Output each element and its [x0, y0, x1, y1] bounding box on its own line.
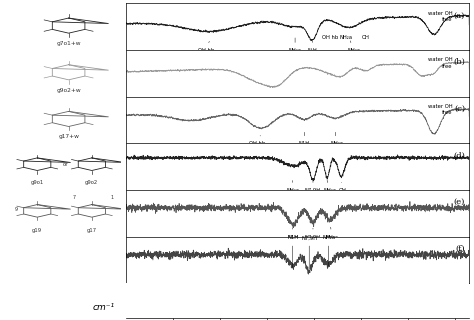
Text: (f): (f) [456, 245, 465, 253]
Text: N1H: N1H [287, 236, 298, 268]
Text: OH hb: OH hb [198, 41, 214, 53]
Text: NH₂a: NH₂a [330, 132, 343, 146]
Text: N9H hb: N9H hb [151, 109, 171, 115]
Text: OH: OH [339, 182, 347, 193]
Text: N7,9H: N7,9H [305, 180, 321, 193]
Text: water OH
free: water OH free [428, 57, 453, 68]
Text: g9o2+w: g9o2+w [56, 88, 81, 93]
Text: cm⁻¹: cm⁻¹ [93, 303, 115, 312]
Text: g9o2: g9o2 [85, 180, 99, 185]
Text: OH hb: OH hb [249, 135, 265, 146]
Text: NH₂a: NH₂a [339, 35, 353, 40]
Text: *: * [278, 106, 284, 116]
Text: NH₂a: NH₂a [286, 180, 299, 193]
Text: 9: 9 [15, 207, 18, 212]
Text: NH₂a: NH₂a [347, 41, 360, 53]
Text: N1H: N1H [287, 228, 298, 240]
Text: g17: g17 [87, 228, 97, 233]
Text: N7,9H: N7,9H [301, 236, 317, 269]
Text: *: * [337, 106, 343, 116]
Text: or: or [62, 162, 68, 167]
Text: N₁H: N₁H [308, 40, 318, 53]
Text: *: * [262, 106, 267, 116]
Text: g7o1+w: g7o1+w [56, 41, 81, 46]
Text: g19: g19 [32, 228, 42, 233]
Text: NH₂a: NH₂a [324, 180, 337, 193]
Text: (a): (a) [454, 12, 465, 20]
Text: 1: 1 [110, 195, 113, 200]
Text: *: * [426, 106, 432, 116]
Text: (d): (d) [453, 152, 465, 160]
Text: N7,9H: N7,9H [305, 228, 321, 240]
Text: (c): (c) [454, 105, 465, 113]
Text: water OH
free: water OH free [428, 11, 453, 22]
Text: (e): (e) [454, 198, 465, 206]
Text: *: * [353, 106, 359, 116]
Text: g9o1: g9o1 [31, 180, 44, 185]
Text: NH₂a: NH₂a [325, 227, 338, 240]
Text: N7H hb: N7H hb [158, 156, 178, 161]
Text: N1H: N1H [299, 132, 310, 146]
Text: *: * [301, 106, 308, 116]
Text: NH₂a: NH₂a [322, 236, 336, 268]
Text: NH₂a: NH₂a [289, 38, 301, 53]
Text: g17+w: g17+w [58, 134, 79, 140]
Text: 7: 7 [73, 195, 76, 200]
Text: water OH
free: water OH free [428, 104, 453, 115]
Text: OH: OH [362, 35, 370, 40]
Text: (b): (b) [453, 58, 465, 66]
Text: OH hb: OH hb [322, 35, 338, 40]
